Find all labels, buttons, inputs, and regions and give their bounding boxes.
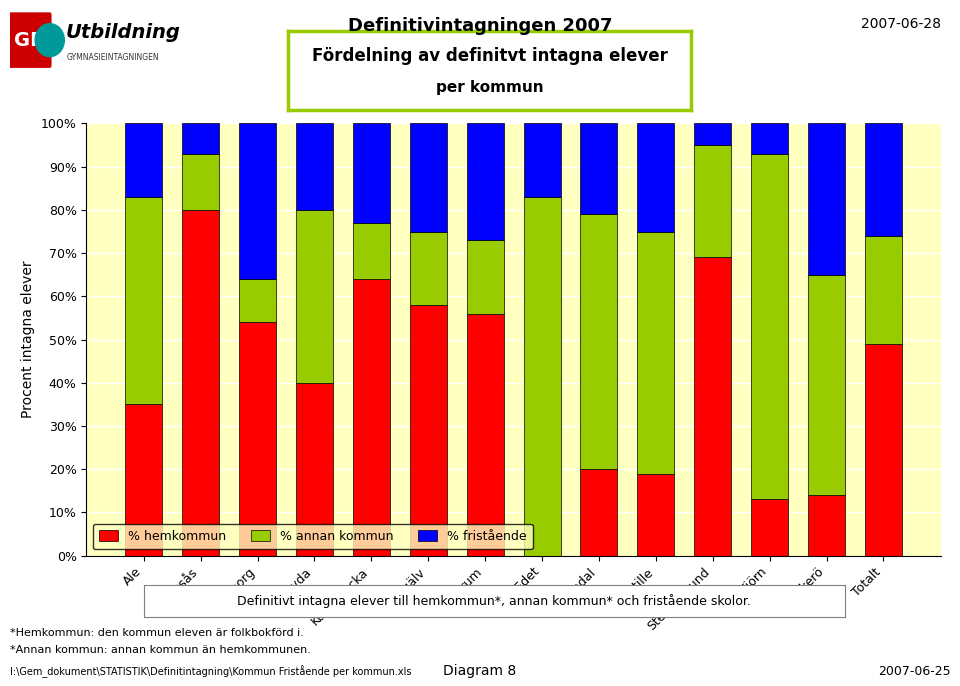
- Text: GYMNASIEINTAGNINGEN: GYMNASIEINTAGNINGEN: [66, 53, 158, 62]
- Bar: [182, 154, 219, 210]
- Bar: [467, 240, 504, 314]
- Bar: [296, 210, 333, 383]
- Bar: [694, 145, 732, 257]
- Bar: [182, 123, 219, 154]
- Bar: [467, 314, 504, 556]
- Text: GR: GR: [14, 31, 45, 49]
- Bar: [751, 123, 788, 154]
- Bar: [296, 123, 333, 210]
- Text: *Hemkommun: den kommun eleven är folkbokförd i.: *Hemkommun: den kommun eleven är folkbok…: [10, 628, 303, 638]
- Bar: [581, 123, 617, 214]
- Bar: [410, 305, 446, 556]
- Bar: [637, 123, 674, 232]
- Text: *Annan kommun: annan kommun än hemkommunen.: *Annan kommun: annan kommun än hemkommun…: [10, 645, 310, 655]
- Bar: [353, 223, 390, 279]
- Legend: % hemkommun, % annan kommun, % fristående: % hemkommun, % annan kommun, % friståend…: [93, 524, 533, 549]
- Bar: [865, 123, 902, 236]
- Bar: [808, 123, 845, 274]
- Bar: [865, 236, 902, 344]
- Bar: [694, 123, 732, 145]
- Bar: [523, 197, 561, 556]
- Bar: [751, 499, 788, 556]
- Y-axis label: Procent intagna elever: Procent intagna elever: [21, 261, 36, 418]
- Bar: [353, 279, 390, 556]
- Bar: [581, 214, 617, 469]
- Bar: [637, 232, 674, 473]
- FancyBboxPatch shape: [8, 12, 52, 68]
- Text: per kommun: per kommun: [436, 80, 543, 95]
- Bar: [865, 344, 902, 556]
- Text: Fördelning av definitvt intagna elever: Fördelning av definitvt intagna elever: [312, 47, 667, 65]
- Bar: [808, 274, 845, 495]
- Bar: [182, 210, 219, 556]
- Bar: [751, 154, 788, 499]
- Bar: [637, 473, 674, 556]
- Bar: [353, 123, 390, 223]
- Bar: [808, 495, 845, 556]
- Bar: [296, 383, 333, 556]
- Text: Diagram 8: Diagram 8: [444, 664, 516, 678]
- Bar: [523, 123, 561, 197]
- Bar: [581, 469, 617, 556]
- Text: Definitivt intagna elever till hemkommun*, annan kommun* och fristående skolor.: Definitivt intagna elever till hemkommun…: [237, 594, 752, 608]
- Text: I:\Gem_dokument\STATISTIK\Definitintagning\Kommun Fristående per kommun.xls: I:\Gem_dokument\STATISTIK\Definitintagni…: [10, 665, 411, 678]
- Bar: [239, 279, 276, 322]
- Bar: [410, 232, 446, 305]
- Bar: [125, 197, 162, 404]
- Text: Utbildning: Utbildning: [66, 23, 181, 43]
- Bar: [239, 322, 276, 556]
- Bar: [125, 404, 162, 556]
- Bar: [694, 257, 732, 556]
- Bar: [467, 123, 504, 240]
- Bar: [410, 123, 446, 232]
- Text: Definitivintagningen 2007: Definitivintagningen 2007: [348, 17, 612, 35]
- Text: 2007-06-28: 2007-06-28: [861, 17, 941, 31]
- Text: 2007-06-25: 2007-06-25: [877, 665, 950, 678]
- Bar: [239, 123, 276, 279]
- Bar: [125, 123, 162, 197]
- Circle shape: [36, 23, 64, 57]
